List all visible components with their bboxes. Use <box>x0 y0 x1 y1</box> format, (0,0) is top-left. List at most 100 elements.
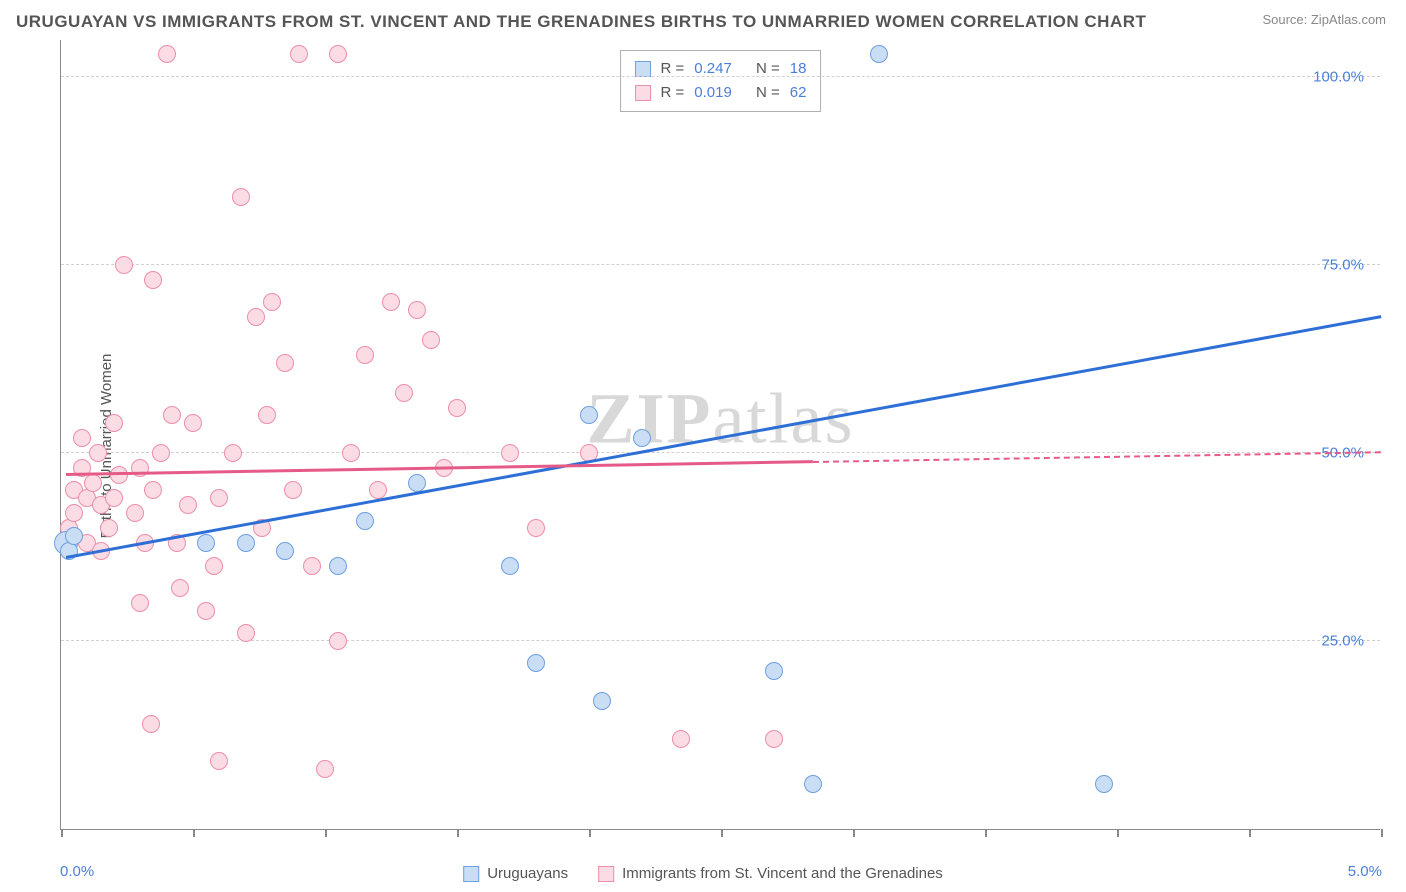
legend-swatch-1 <box>463 866 479 882</box>
bottom-legend: Uruguayans Immigrants from St. Vincent a… <box>463 865 943 882</box>
swatch-series-1 <box>635 61 651 77</box>
legend-swatch-2 <box>598 866 614 882</box>
data-point <box>232 188 250 206</box>
data-point <box>84 474 102 492</box>
x-tick <box>1117 829 1119 837</box>
data-point <box>158 45 176 63</box>
legend-label-2: Immigrants from St. Vincent and the Gren… <box>622 865 943 882</box>
data-point <box>501 444 519 462</box>
data-point <box>765 662 783 680</box>
x-tick <box>1381 829 1383 837</box>
trend-line <box>66 315 1381 558</box>
data-point <box>73 429 91 447</box>
data-point <box>276 354 294 372</box>
data-point <box>356 512 374 530</box>
data-point <box>290 45 308 63</box>
data-point <box>163 406 181 424</box>
data-point <box>527 519 545 537</box>
n-value-2: 62 <box>790 81 807 105</box>
data-point <box>501 557 519 575</box>
data-point <box>408 301 426 319</box>
data-point <box>179 496 197 514</box>
data-point <box>395 384 413 402</box>
y-tick-label: 25.0% <box>1321 632 1364 649</box>
r-value-2: 0.019 <box>694 81 732 105</box>
y-tick-label: 75.0% <box>1321 256 1364 273</box>
data-point <box>804 775 822 793</box>
data-point <box>131 594 149 612</box>
data-point <box>342 444 360 462</box>
data-point <box>329 632 347 650</box>
x-tick <box>589 829 591 837</box>
data-point <box>197 534 215 552</box>
x-tick <box>985 829 987 837</box>
data-point <box>197 602 215 620</box>
y-tick-label: 100.0% <box>1313 68 1364 85</box>
legend-label-1: Uruguayans <box>487 865 568 882</box>
data-point <box>110 466 128 484</box>
data-point <box>382 293 400 311</box>
data-point <box>408 474 426 492</box>
n-label-2: N = <box>756 81 780 105</box>
data-point <box>356 346 374 364</box>
legend-item-1: Uruguayans <box>463 865 568 882</box>
n-value-1: 18 <box>790 57 807 81</box>
data-point <box>65 527 83 545</box>
data-point <box>1095 775 1113 793</box>
data-point <box>527 654 545 672</box>
data-point <box>276 542 294 560</box>
data-point <box>422 331 440 349</box>
swatch-series-2 <box>635 85 651 101</box>
data-point <box>205 557 223 575</box>
grid-line <box>61 640 1380 641</box>
x-tick <box>457 829 459 837</box>
data-point <box>210 752 228 770</box>
data-point <box>224 444 242 462</box>
chart-container: URUGUAYAN VS IMMIGRANTS FROM ST. VINCENT… <box>0 0 1406 892</box>
data-point <box>448 399 466 417</box>
data-point <box>580 406 598 424</box>
data-point <box>65 504 83 522</box>
grid-line <box>61 452 1380 453</box>
data-point <box>126 504 144 522</box>
plot-area: ZIPatlas R = 0.247 N = 18 R = 0.019 N = … <box>60 40 1380 830</box>
data-point <box>633 429 651 447</box>
data-point <box>105 489 123 507</box>
data-point <box>329 557 347 575</box>
data-point <box>100 519 118 537</box>
chart-title: URUGUAYAN VS IMMIGRANTS FROM ST. VINCENT… <box>16 12 1146 32</box>
data-point <box>672 730 690 748</box>
data-point <box>171 579 189 597</box>
data-point <box>303 557 321 575</box>
grid-line <box>61 76 1380 77</box>
x-tick-label: 0.0% <box>60 863 94 880</box>
n-label-1: N = <box>756 57 780 81</box>
x-tick <box>853 829 855 837</box>
data-point <box>89 444 107 462</box>
data-point <box>115 256 133 274</box>
legend-item-2: Immigrants from St. Vincent and the Gren… <box>598 865 943 882</box>
data-point <box>329 45 347 63</box>
grid-line <box>61 264 1380 265</box>
data-point <box>144 481 162 499</box>
data-point <box>284 481 302 499</box>
stats-box: R = 0.247 N = 18 R = 0.019 N = 62 <box>620 50 822 112</box>
data-point <box>247 308 265 326</box>
x-tick <box>721 829 723 837</box>
r-value-1: 0.247 <box>694 57 732 81</box>
x-tick <box>193 829 195 837</box>
data-point <box>237 534 255 552</box>
stats-row-1: R = 0.247 N = 18 <box>635 57 807 81</box>
x-tick-label: 5.0% <box>1348 863 1382 880</box>
data-point <box>258 406 276 424</box>
x-tick <box>1249 829 1251 837</box>
stats-row-2: R = 0.019 N = 62 <box>635 81 807 105</box>
data-point <box>237 624 255 642</box>
source-label: Source: ZipAtlas.com <box>1262 12 1386 27</box>
r-label-1: R = <box>661 57 685 81</box>
data-point <box>152 444 170 462</box>
x-tick <box>61 829 63 837</box>
data-point <box>105 414 123 432</box>
data-point <box>765 730 783 748</box>
data-point <box>593 692 611 710</box>
